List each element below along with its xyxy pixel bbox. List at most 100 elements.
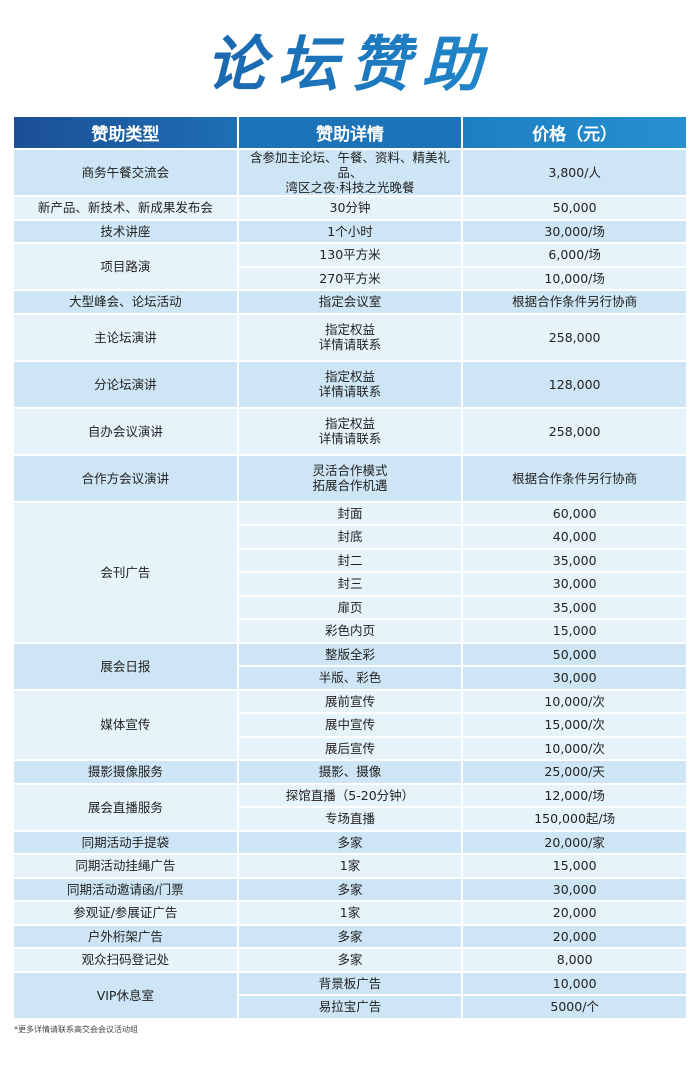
sponsor-type-cell: 自办会议演讲 <box>14 408 237 454</box>
price-cell: 35,000 <box>463 596 686 618</box>
sponsor-detail-cell: 封面 <box>238 502 462 524</box>
sponsor-type-cell: 同期活动挂绳广告 <box>14 855 237 877</box>
header-detail: 赞助详情 <box>238 117 462 148</box>
price-cell: 根据合作条件另行协商 <box>463 291 686 313</box>
sponsor-type-cell: 新产品、新技术、新成果发布会 <box>14 197 237 219</box>
sponsor-detail-cell: 多家 <box>238 878 462 900</box>
sponsor-type-cell: 户外桁架广告 <box>14 925 237 947</box>
price-cell: 258,000 <box>463 408 686 454</box>
sponsor-type-cell: 主论坛演讲 <box>14 314 237 360</box>
sponsor-type-cell: 展会日报 <box>14 643 237 689</box>
sponsor-type-cell: 大型峰会、论坛活动 <box>14 291 237 313</box>
sponsor-type-cell: 摄影摄像服务 <box>14 761 237 783</box>
sponsor-detail-cell: 扉页 <box>238 596 462 618</box>
sponsor-detail-cell: 背景板广告 <box>238 972 462 994</box>
price-cell: 20,000/家 <box>463 831 686 853</box>
sponsor-type-cell: 商务午餐交流会 <box>14 150 237 195</box>
sponsor-type-cell: VIP休息室 <box>14 972 237 1018</box>
price-cell: 15,000/次 <box>463 714 686 736</box>
table-row: 扉页 35,000 <box>14 596 686 618</box>
sponsorship-table: 赞助类型 赞助详情 价格（元） 商务午餐交流会 含参加主论坛、午餐、资料、精美礼品… <box>12 115 688 1020</box>
sponsor-detail-cell: 摄影、摄像 <box>238 761 462 783</box>
price-cell: 根据合作条件另行协商 <box>463 455 686 501</box>
price-cell: 8,000 <box>463 949 686 971</box>
sponsor-detail-cell: 多家 <box>238 831 462 853</box>
table-row: 自办会议演讲 指定权益 详情请联系 258,000 <box>14 408 686 454</box>
header-price: 价格（元） <box>463 117 686 148</box>
table-row: 主论坛演讲 指定权益 详情请联系 258,000 <box>14 314 686 360</box>
sponsor-detail-cell: 展前宣传 <box>238 690 462 712</box>
table-row: 270平方米 10,000/场 <box>14 267 686 289</box>
price-cell: 10,000/次 <box>463 690 686 712</box>
table-row: 同期活动挂绳广告 1家 15,000 <box>14 855 686 877</box>
price-cell: 35,000 <box>463 549 686 571</box>
price-cell: 150,000起/场 <box>463 808 686 830</box>
price-cell: 25,000/天 <box>463 761 686 783</box>
sponsor-detail-cell: 探馆直播（5-20分钟） <box>238 784 462 806</box>
sponsor-detail-cell: 彩色内页 <box>238 620 462 642</box>
sponsor-detail-cell: 展中宣传 <box>238 714 462 736</box>
price-cell: 15,000 <box>463 855 686 877</box>
sponsor-type-cell: 合作方会议演讲 <box>14 455 237 501</box>
table-row: 封三 30,000 <box>14 573 686 595</box>
sponsor-detail-cell: 整版全彩 <box>238 643 462 665</box>
price-cell: 20,000 <box>463 902 686 924</box>
sponsor-type-cell: 媒体宣传 <box>14 690 237 759</box>
sponsor-detail-cell: 展后宣传 <box>238 737 462 759</box>
price-cell: 30,000 <box>463 573 686 595</box>
sponsor-type-cell: 同期活动手提袋 <box>14 831 237 853</box>
sponsor-detail-cell: 1家 <box>238 902 462 924</box>
footnote: *更多详情请联系高交会会议活动组 <box>14 1025 138 1034</box>
table-row: 封二 35,000 <box>14 549 686 571</box>
price-cell: 15,000 <box>463 620 686 642</box>
table-row: 合作方会议演讲 灵活合作模式 拓展合作机遇 根据合作条件另行协商 <box>14 455 686 501</box>
price-cell: 20,000 <box>463 925 686 947</box>
sponsor-type-cell: 同期活动邀请函/门票 <box>14 878 237 900</box>
table-row: 专场直播 150,000起/场 <box>14 808 686 830</box>
table-body: 商务午餐交流会 含参加主论坛、午餐、资料、精美礼品、 湾区之夜·科技之光晚餐 3,8… <box>14 150 686 1018</box>
sponsor-detail-cell: 封三 <box>238 573 462 595</box>
table-row: 封底 40,000 <box>14 526 686 548</box>
sponsor-type-cell: 展会直播服务 <box>14 784 237 830</box>
sponsor-detail-cell: 1家 <box>238 855 462 877</box>
sponsor-detail-cell: 多家 <box>238 949 462 971</box>
price-cell: 10,000 <box>463 972 686 994</box>
price-cell: 30,000 <box>463 878 686 900</box>
sponsor-detail-cell: 270平方米 <box>238 267 462 289</box>
sponsor-detail-cell: 30分钟 <box>238 197 462 219</box>
sponsor-detail-cell: 易拉宝广告 <box>238 996 462 1018</box>
sponsor-detail-cell: 指定会议室 <box>238 291 462 313</box>
table-row: 媒体宣传 展前宣传 10,000/次 <box>14 690 686 759</box>
table-row: 新产品、新技术、新成果发布会 30分钟 50,000 <box>14 197 686 219</box>
sponsor-type-cell: 分论坛演讲 <box>14 361 237 407</box>
price-cell: 3,800/人 <box>463 150 686 195</box>
sponsor-detail-cell: 含参加主论坛、午餐、资料、精美礼品、 湾区之夜·科技之光晚餐 <box>238 150 462 195</box>
table-row: 同期活动邀请函/门票 多家 30,000 <box>14 878 686 900</box>
table-row: 大型峰会、论坛活动 指定会议室 根据合作条件另行协商 <box>14 291 686 313</box>
sponsor-detail-cell: 多家 <box>238 925 462 947</box>
table-row: 展后宣传 10,000/次 <box>14 737 686 759</box>
header-type: 赞助类型 <box>14 117 237 148</box>
sponsor-detail-cell: 封底 <box>238 526 462 548</box>
table-row: 商务午餐交流会 含参加主论坛、午餐、资料、精美礼品、 湾区之夜·科技之光晚餐 3,8… <box>14 150 686 195</box>
sponsor-type-cell: 技术讲座 <box>14 220 237 242</box>
table-row: 摄影摄像服务 摄影、摄像 25,000/天 <box>14 761 686 783</box>
price-cell: 6,000/场 <box>463 244 686 266</box>
table-row: 观众扫码登记处 多家 8,000 <box>14 949 686 971</box>
price-cell: 30,000 <box>463 667 686 689</box>
table-row: 易拉宝广告 5000/个 <box>14 996 686 1018</box>
table-row: 技术讲座 1个小时 30,000/场 <box>14 220 686 242</box>
table-row: 半版、彩色 30,000 <box>14 667 686 689</box>
page-title: 论坛赞助 <box>0 30 700 100</box>
price-cell: 50,000 <box>463 643 686 665</box>
table-row: 会刊广告 封面 60,000 <box>14 502 686 642</box>
price-cell: 5000/个 <box>463 996 686 1018</box>
price-cell: 258,000 <box>463 314 686 360</box>
table-row: VIP休息室 背景板广告 10,000 <box>14 972 686 1018</box>
sponsor-type-cell: 参观证/参展证广告 <box>14 902 237 924</box>
price-cell: 50,000 <box>463 197 686 219</box>
price-cell: 12,000/场 <box>463 784 686 806</box>
price-cell: 30,000/场 <box>463 220 686 242</box>
table-row: 彩色内页 15,000 <box>14 620 686 642</box>
sponsor-detail-cell: 指定权益 详情请联系 <box>238 314 462 360</box>
